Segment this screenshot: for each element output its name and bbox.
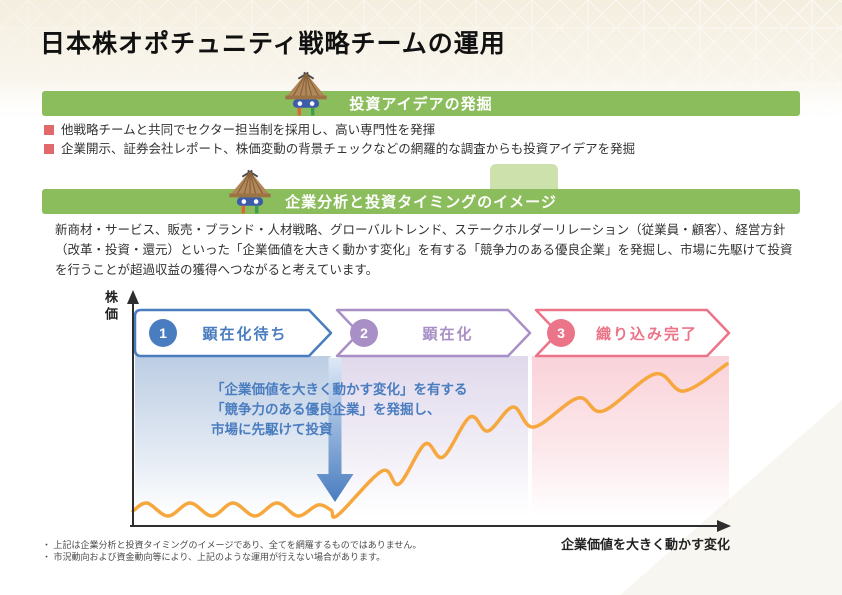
list-item: 他戦略チームと共同でセクター担当制を採用し、高い専門性を発揮 [44, 122, 804, 138]
x-axis-arrowhead-icon [717, 520, 731, 532]
phase-1-label: 顕在化待ち [202, 326, 288, 343]
annotation-line: 「競争力のある優良企業」を発掘し、 [211, 402, 441, 417]
phase-2-label: 顕在化 [422, 326, 474, 343]
bullet-marker [44, 144, 54, 154]
section-banner-analysis: 企業分析と投資タイミングのイメージ [42, 169, 800, 214]
phase-2-number-badge: 2 [350, 319, 378, 347]
phase-3-label: 織り込み完了 [595, 326, 698, 343]
corner-watermark-decoration [620, 400, 842, 595]
bullet-text: 企業開示、証券会社レポート、株価変動の背景チェックなどの網羅的な調査からも投資ア… [61, 142, 636, 156]
annotation-line: 「企業価値を大きく動かす変化」を有する [211, 382, 468, 397]
banner-label: 企業分析と投資タイミングのイメージ [285, 194, 557, 211]
phase-3-number-badge: 3 [547, 319, 575, 347]
kasa-mascot-icon [229, 169, 271, 214]
strategy-paragraph: 新商材・サービス、販売・ブランド・人材戦略、グローバルトレンド、ステークホルダー… [55, 223, 793, 277]
list-item: 企業開示、証券会社レポート、株価変動の背景チェックなどの網羅的な調査からも投資ア… [44, 141, 804, 157]
phase-1-number-badge: 1 [149, 319, 177, 347]
phase-3-region [532, 356, 729, 516]
annotation-text: 「企業価値を大きく動かす変化」を有する 「競争力のある優良企業」を発掘し、 市場… [211, 380, 468, 440]
page-title: 日本株オポチュニティ戦略チームの運用 [40, 31, 506, 58]
section-banner-idea: 投資アイデアの発掘 [42, 71, 800, 116]
banner-label: 投資アイデアの発掘 [349, 96, 493, 113]
footnote-line: ・ 市況動向および資金動向等により、上記のような運用が行えない場合があります。 [42, 552, 386, 562]
bullet-text: 他戦略チームと共同でセクター担当制を採用し、高い専門性を発揮 [61, 123, 436, 137]
x-axis-label: 企業価値を大きく動かす変化 [560, 537, 730, 552]
kasa-mascot-icon [285, 71, 327, 116]
bullet-marker [44, 125, 54, 135]
y-axis-label: 株価 [103, 290, 118, 324]
footnote-line: ・ 上記は企業分析と投資タイミングのイメージであり、全てを網羅するものではありま… [42, 540, 422, 550]
annotation-line: 市場に先駆けて投資 [211, 422, 333, 437]
y-axis-arrowhead-icon [127, 290, 139, 304]
